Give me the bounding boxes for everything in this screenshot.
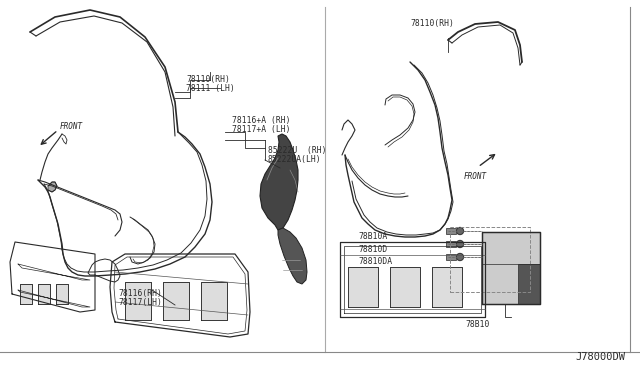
Polygon shape <box>446 241 456 247</box>
Text: 78B10A: 78B10A <box>358 231 387 241</box>
Polygon shape <box>432 267 462 307</box>
Circle shape <box>456 253 463 260</box>
Text: 78117+A (LH): 78117+A (LH) <box>232 125 291 134</box>
Polygon shape <box>38 284 50 304</box>
Polygon shape <box>518 264 540 304</box>
Text: 85222U  (RH): 85222U (RH) <box>268 146 326 155</box>
Circle shape <box>456 228 463 234</box>
Polygon shape <box>56 284 68 304</box>
Text: 78116(RH): 78116(RH) <box>118 289 162 298</box>
Polygon shape <box>125 282 151 320</box>
Text: FRONT: FRONT <box>60 122 83 131</box>
Polygon shape <box>482 232 540 304</box>
Circle shape <box>456 241 463 247</box>
Polygon shape <box>446 228 456 234</box>
Polygon shape <box>201 282 227 320</box>
Polygon shape <box>278 228 307 284</box>
Text: 78B10: 78B10 <box>466 320 490 329</box>
Text: J78000DW: J78000DW <box>575 352 625 362</box>
Polygon shape <box>48 182 57 192</box>
Text: 78117(LH): 78117(LH) <box>118 298 162 307</box>
Text: 78110(RH): 78110(RH) <box>186 75 230 84</box>
Polygon shape <box>390 267 420 307</box>
Polygon shape <box>348 267 378 307</box>
Text: 78810D: 78810D <box>358 244 387 253</box>
Text: 85222UA(LH): 85222UA(LH) <box>268 155 322 164</box>
Polygon shape <box>20 284 32 304</box>
Polygon shape <box>446 254 456 260</box>
Text: 78810DA: 78810DA <box>358 257 392 266</box>
Polygon shape <box>163 282 189 320</box>
Text: 78116+A (RH): 78116+A (RH) <box>232 116 291 125</box>
Text: 78111 (LH): 78111 (LH) <box>186 84 235 93</box>
Text: 78110(RH): 78110(RH) <box>410 19 454 28</box>
Polygon shape <box>260 134 298 230</box>
Text: FRONT: FRONT <box>463 172 486 181</box>
